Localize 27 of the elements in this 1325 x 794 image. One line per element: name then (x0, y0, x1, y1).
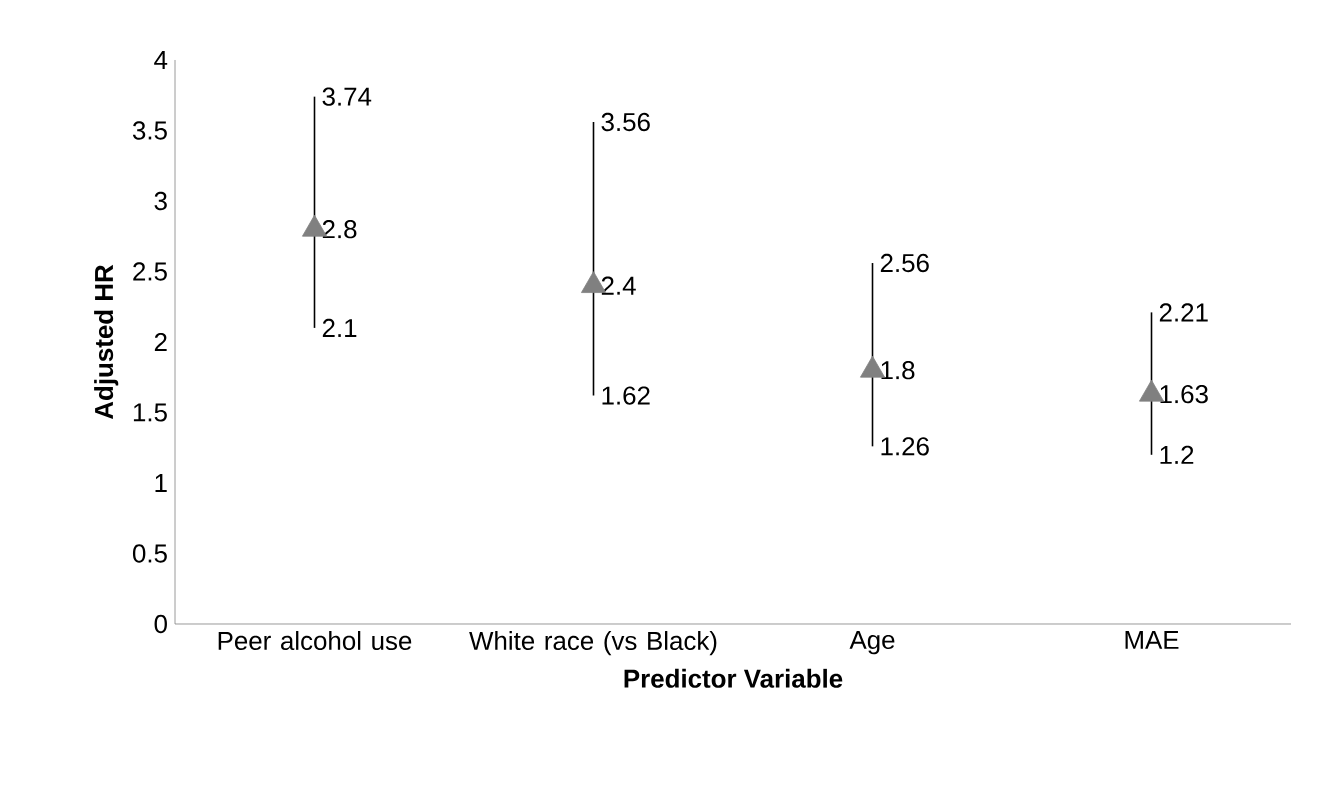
y-tick-label: 3 (154, 191, 167, 211)
annotation: 1.2 (1160, 445, 1194, 464)
data-label: 1.8 (881, 361, 915, 380)
y-tick-label: 0.5 (132, 544, 167, 563)
y-tick-label: 2 (154, 332, 167, 352)
annotation: 1.62 (602, 386, 650, 405)
y-tick-label: 1 (155, 474, 167, 492)
x-tick-label: Peer alcohol use (218, 631, 412, 651)
annotation: 2.56 (880, 253, 929, 273)
data-label: 2.8 (322, 220, 357, 239)
y-tick-label: 0 (154, 614, 167, 634)
annotation: 3.74 (322, 87, 372, 106)
annotation: 2.21 (1159, 303, 1208, 322)
x-tick-label: White race (vs Black) (469, 631, 717, 656)
data-label: 2.4 (601, 276, 636, 295)
y-tick-label: 3.5 (132, 121, 167, 140)
x-axis-title: Predictor Variable (624, 668, 843, 688)
annotation: 2.1 (322, 318, 357, 337)
annotation: 3.56 (601, 112, 650, 132)
y-tick-label: 2.5 (133, 262, 167, 281)
y-tick-label: 4 (154, 51, 168, 69)
annotation: 1.26 (881, 437, 929, 456)
y-tick-label: 1.5 (133, 403, 167, 422)
y-axis-title: Adjusted HR (94, 264, 119, 420)
data-label: 1.63 (1160, 384, 1208, 404)
x-tick-label: MAE (1125, 631, 1179, 649)
x-tick-label: Age (849, 631, 895, 655)
